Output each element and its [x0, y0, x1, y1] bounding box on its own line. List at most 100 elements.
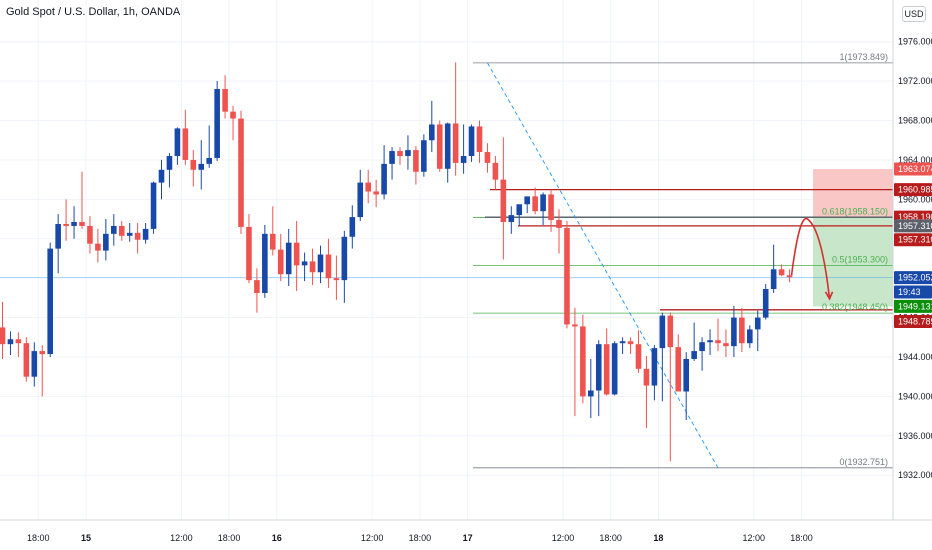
time-tick-label: 15 [81, 533, 91, 543]
candle-body [699, 342, 705, 352]
price-badge [894, 285, 932, 299]
candle-body [778, 269, 785, 276]
candle-body [484, 152, 491, 163]
candle-body [556, 220, 562, 228]
candle-body [325, 254, 332, 279]
candle-body [452, 123, 459, 163]
time-tick-label: 12:00 [743, 533, 766, 543]
candle-body [532, 196, 538, 212]
time-tick-label: 18:00 [790, 533, 813, 543]
candle-body [595, 344, 602, 391]
price-tick-label: 1944.000 [898, 352, 932, 362]
price-tick-label: 1932.000 [898, 470, 932, 480]
candle-body [301, 261, 308, 266]
price-axis[interactable]: 1976.000 1972.000 1968.000 1964.000 1960.000… [892, 0, 932, 550]
candle-body [238, 118, 244, 227]
candle-body [254, 280, 260, 293]
candle-body [111, 225, 117, 234]
price-tick-label: 1964.000 [898, 155, 932, 165]
candle-body [588, 390, 594, 397]
time-axis[interactable]: 18:00 15 12:00 18:00 16 12:00 18:00 17 12:00 18:0… [0, 519, 932, 550]
price-badge [894, 315, 932, 329]
candle-body [548, 194, 554, 221]
fib-level-label: 1(1973.849) [839, 52, 888, 62]
candle-body [230, 111, 236, 119]
price-badge-text: 1952.052 [898, 273, 932, 283]
candle-body [429, 124, 435, 141]
candle-body [572, 324, 578, 327]
candle-body [270, 233, 276, 250]
time-tick-label: 18:00 [27, 533, 50, 543]
fib-level-label: 0.618(1958.150) [822, 207, 888, 217]
take-profit-zone [813, 217, 893, 307]
candle-body [611, 343, 618, 395]
candle-body [516, 204, 523, 216]
price-tick-label: 1968.000 [898, 116, 932, 126]
price-badge-text: 1963.074 [898, 164, 932, 174]
time-tick-label: 18:00 [599, 533, 622, 543]
candle-body [150, 182, 157, 229]
candle-body [731, 317, 737, 347]
grid-lines [0, 0, 893, 520]
candle-body [739, 317, 745, 344]
price-badge [894, 219, 932, 233]
candle-body [118, 225, 125, 236]
candle-body [349, 217, 356, 237]
fib-labels: 1(1973.849) 0.618(1958.150) 0.5(1953.300) 0… [822, 52, 888, 467]
candle-body [508, 215, 515, 223]
time-tick-label: 12:00 [361, 533, 384, 543]
candle-body [309, 261, 316, 273]
candle-body [365, 182, 371, 192]
candle-body [246, 226, 252, 281]
candle-body [635, 344, 642, 369]
candle-body [659, 315, 666, 349]
candle-body [460, 155, 467, 163]
time-tick-label: 18:00 [409, 533, 432, 543]
candle-body [285, 242, 292, 275]
candle-body [436, 124, 443, 169]
chart-title: Gold Spot / U.S. Dollar, 1h, OANDA [6, 6, 181, 18]
candle-body [79, 222, 85, 226]
price-tick-label: 1976.000 [898, 37, 932, 47]
candle-body [214, 88, 220, 158]
candle-body [23, 343, 30, 377]
candle-body [524, 196, 530, 205]
stop-loss-zone [813, 169, 893, 218]
candle-body [405, 150, 411, 156]
candle-body [198, 163, 205, 170]
candle-body [55, 223, 61, 249]
candle-body [7, 339, 14, 345]
candle-body [500, 179, 507, 223]
candle-body [71, 222, 77, 226]
time-tick-label: 17 [463, 533, 473, 543]
candle-body [683, 358, 689, 392]
candle-body [103, 233, 109, 251]
candle-body [333, 278, 340, 281]
candle-body [134, 232, 141, 240]
price-badge-text: 1957.310 [898, 235, 932, 245]
price-tick-label: 1972.000 [898, 76, 932, 86]
candle-body [564, 227, 570, 325]
candle-body [174, 128, 181, 156]
candle-body [293, 242, 300, 266]
price-badge-text: 1957.310 [898, 221, 932, 231]
candle-body [492, 162, 499, 180]
price-badge [894, 271, 932, 285]
time-tick-label: 18:00 [218, 533, 241, 543]
candle-body [381, 163, 387, 195]
currency-button[interactable]: USD [902, 6, 926, 22]
price-badge-text: 1948.789 [898, 317, 932, 327]
candle-body [357, 182, 364, 218]
candle-body [317, 254, 324, 273]
fib-level-label: 0(1932.751) [839, 457, 888, 467]
candle-body [580, 326, 586, 397]
time-tick-label: 18 [653, 533, 663, 543]
price-tick-label: 1940.000 [898, 391, 932, 401]
price-badge [894, 162, 932, 176]
candle-body [643, 368, 650, 386]
price-badge [894, 183, 932, 197]
fib-level-label: 0.382(1948.450) [822, 302, 888, 312]
candle-body [421, 140, 427, 172]
